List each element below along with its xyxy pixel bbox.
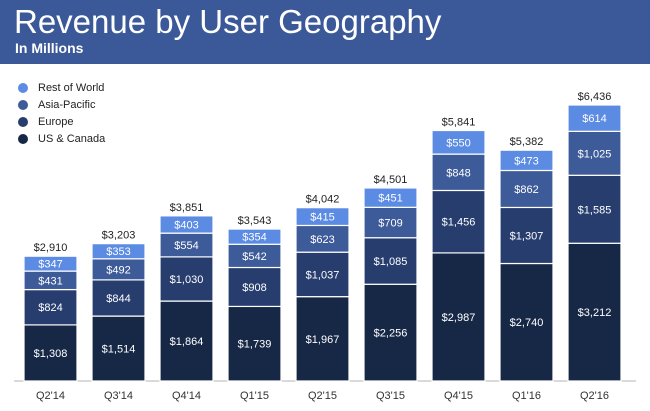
total-label: $4,042 <box>306 194 340 206</box>
total-label: $3,851 <box>170 202 204 214</box>
data-label-europe: $844 <box>106 293 130 305</box>
bar-segment-europe-q1-15 <box>227 266 282 308</box>
x-tick-label: Q3'15 <box>376 390 405 402</box>
data-label-asia-pacific: $709 <box>378 218 402 230</box>
data-label-europe: $908 <box>242 282 266 294</box>
data-label-rest-of-world: $451 <box>378 193 402 205</box>
data-label-asia-pacific: $431 <box>38 275 62 287</box>
legend-swatch-europe <box>18 116 28 127</box>
data-label-us-canada: $1,739 <box>238 339 272 351</box>
legend-label: Europe <box>38 115 74 128</box>
bar-segment-europe-q3-15 <box>363 237 418 285</box>
x-tick-label: Q2'15 <box>308 390 337 402</box>
bar-segment-europe-q2-16 <box>567 174 622 244</box>
bar-segment-rest-of-world-q2-15 <box>295 207 350 227</box>
total-label: $5,841 <box>442 117 476 129</box>
x-tick-label: Q1'16 <box>512 390 541 402</box>
data-label-rest-of-world: $550 <box>446 137 470 149</box>
legend: Rest of World Asia-Pacific Europe US & C… <box>18 80 105 148</box>
data-label-europe: $1,585 <box>578 204 612 216</box>
legend-item-rest-of-world: Rest of World <box>18 80 105 95</box>
data-label-us-canada: $1,514 <box>102 344 136 356</box>
data-label-europe: $1,456 <box>442 217 476 229</box>
data-label-rest-of-world: $415 <box>310 212 334 224</box>
bar-segment-asia-pacific-q1-16 <box>499 169 554 209</box>
header-banner: Revenue by User Geography In Millions <box>0 0 650 64</box>
data-label-us-canada: $3,212 <box>578 307 612 319</box>
legend-swatch-us-canada <box>18 133 28 144</box>
bar-segment-rest-of-world-q3-14 <box>91 243 146 260</box>
total-label: $3,203 <box>102 230 136 242</box>
x-tick-label: Q3'14 <box>104 390 133 402</box>
bar-segment-us-canada-q3-15 <box>363 283 418 382</box>
x-tick-label: Q1'15 <box>240 390 269 402</box>
data-label-europe: $1,307 <box>510 230 544 242</box>
bar-segment-rest-of-world-q3-15 <box>363 187 418 208</box>
total-label: $4,501 <box>374 174 408 186</box>
total-label: $6,436 <box>578 91 612 103</box>
bar-segment-us-canada-q1-15 <box>227 305 282 382</box>
data-label-asia-pacific: $542 <box>242 251 266 263</box>
x-tick-label: Q2'16 <box>580 390 609 402</box>
total-label: $5,382 <box>510 136 544 148</box>
bar-segment-rest-of-world-q2-14 <box>23 255 78 272</box>
x-tick-label: Q4'14 <box>172 390 201 402</box>
bar-segment-rest-of-world-q2-16 <box>567 104 622 132</box>
x-tick-label: Q4'15 <box>444 390 473 402</box>
data-label-asia-pacific: $1,025 <box>578 148 612 160</box>
legend-label: Asia-Pacific <box>38 98 96 111</box>
data-label-rest-of-world: $403 <box>174 219 198 231</box>
legend-swatch-asia-pacific <box>18 99 28 110</box>
data-label-asia-pacific: $554 <box>174 240 198 252</box>
bar-segment-europe-q4-14 <box>159 256 214 302</box>
data-label-europe: $1,037 <box>306 269 340 281</box>
data-label-europe: $1,085 <box>374 256 408 268</box>
data-label-rest-of-world: $614 <box>582 113 606 125</box>
data-label-us-canada: $2,740 <box>510 317 544 329</box>
bar-segment-europe-q3-14 <box>91 279 146 317</box>
bar-segment-europe-q4-15 <box>431 189 486 254</box>
legend-item-asia-pacific: Asia-Pacific <box>18 97 105 112</box>
legend-item-us-canada: US & Canada <box>18 131 105 146</box>
total-label: $3,543 <box>238 215 272 227</box>
chart-title: Revenue by User Geography <box>14 3 442 40</box>
legend-label: US & Canada <box>38 132 106 145</box>
data-label-rest-of-world: $354 <box>242 232 266 244</box>
data-label-asia-pacific: $848 <box>446 167 470 179</box>
bar-segment-rest-of-world-q1-15 <box>227 228 282 245</box>
data-label-us-canada: $2,256 <box>374 328 408 340</box>
data-label-europe: $824 <box>38 302 62 314</box>
data-label-us-canada: $1,967 <box>306 334 340 346</box>
chart-subtitle: In Millions <box>15 40 84 56</box>
data-label-rest-of-world: $347 <box>38 259 62 271</box>
bar-segment-rest-of-world-q1-16 <box>499 149 554 172</box>
total-label: $2,910 <box>34 242 68 254</box>
bar-segment-europe-q2-15 <box>295 251 350 298</box>
legend-swatch-rest-of-world <box>18 82 28 93</box>
bar-segment-asia-pacific-q2-16 <box>567 130 622 176</box>
data-label-asia-pacific: $492 <box>106 264 130 276</box>
bar-segment-europe-q2-14 <box>23 288 78 326</box>
data-label-us-canada: $1,864 <box>170 336 204 348</box>
data-label-us-canada: $1,308 <box>34 348 68 360</box>
data-label-us-canada: $2,987 <box>442 312 476 324</box>
legend-label: Rest of World <box>38 81 105 94</box>
bar-segment-asia-pacific-q2-15 <box>295 224 350 253</box>
bar-segment-us-canada-q2-16 <box>567 242 622 382</box>
data-label-asia-pacific: $862 <box>514 184 538 196</box>
data-label-asia-pacific: $623 <box>310 234 334 246</box>
bar-segment-rest-of-world-q4-14 <box>159 215 214 234</box>
data-label-rest-of-world: $473 <box>514 155 538 167</box>
data-label-rest-of-world: $353 <box>106 246 130 258</box>
bar-segment-rest-of-world-q4-15 <box>431 129 486 155</box>
bar-segment-us-canada-q3-14 <box>91 315 146 382</box>
legend-item-europe: Europe <box>18 114 105 129</box>
bar-segment-asia-pacific-q3-15 <box>363 206 418 239</box>
x-tick-label: Q2'14 <box>36 390 65 402</box>
bar-segment-us-canada-q4-14 <box>159 300 214 382</box>
data-label-europe: $1,030 <box>170 274 204 286</box>
